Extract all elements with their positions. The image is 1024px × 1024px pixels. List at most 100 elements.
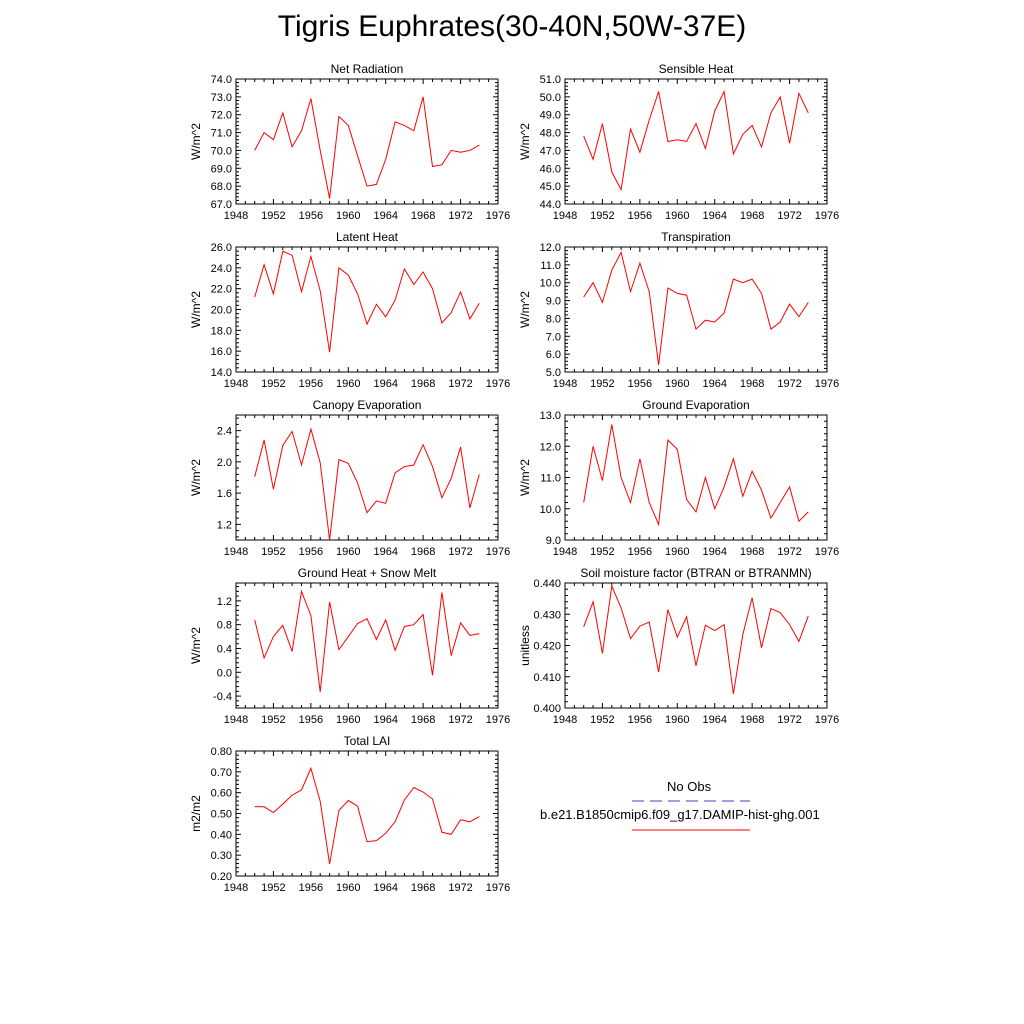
x-tick-label: 1964	[373, 882, 397, 894]
x-tick-label: 1972	[448, 714, 472, 726]
y-tick-label: 22.0	[211, 284, 232, 296]
x-tick-label: 1952	[261, 378, 285, 390]
chart-panel: Latent Heat W/m^2 1948 1952 1956 1960 1964 1968…	[189, 230, 510, 390]
x-tick-label: 1948	[224, 210, 248, 222]
page-title: Tigris Euphrates(30-40N,50W-37E)	[277, 10, 747, 43]
series-line	[254, 589, 480, 692]
panel-title: Transpiration	[661, 230, 731, 244]
y-tick-label: 0.0	[217, 667, 232, 679]
x-tick-label: 1956	[628, 210, 652, 222]
x-tick-label: 1960	[336, 546, 360, 558]
panel-title: Total LAI	[344, 734, 391, 748]
plot-frame	[564, 414, 828, 541]
y-tick-label: 0.40	[211, 829, 232, 841]
series-line	[583, 424, 809, 527]
x-tick-label: 1952	[590, 210, 614, 222]
x-tick-label: 1976	[486, 210, 510, 222]
x-tick-label: 1952	[261, 714, 285, 726]
x-tick-label: 1956	[628, 546, 652, 558]
x-tick-label: 1976	[815, 210, 839, 222]
series-line	[583, 250, 809, 365]
x-tick-label: 1976	[815, 714, 839, 726]
y-axis-label: W/m^2	[518, 123, 532, 160]
y-tick-label: 51.0	[540, 74, 561, 86]
x-tick-label: 1960	[336, 210, 360, 222]
x-tick-label: 1976	[815, 546, 839, 558]
y-axis-label: m2/m2	[189, 795, 203, 832]
panel-title: Net Radiation	[331, 62, 404, 76]
x-tick-label: 1948	[224, 546, 248, 558]
x-tick-label: 1956	[628, 378, 652, 390]
y-tick-label: 0.60	[211, 788, 232, 800]
chart-panel: Canopy Evaporation W/m^2 1948 1952 1956 1960 1…	[189, 398, 510, 558]
y-tick-label: 11.0	[540, 260, 561, 272]
x-tick-label: 1948	[224, 714, 248, 726]
legend-model-label: b.e21.B1850cmip6.f09_g17.DAMIP-hist-ghg.…	[540, 807, 820, 822]
x-tick-label: 1956	[299, 882, 323, 894]
x-tick-label: 1972	[448, 210, 472, 222]
y-tick-label: 2.4	[217, 426, 232, 438]
y-axis-label: W/m^2	[189, 627, 203, 664]
x-tick-label: 1964	[702, 546, 726, 558]
y-tick-label: 10.0	[540, 278, 561, 290]
panel-title: Sensible Heat	[659, 62, 734, 76]
y-tick-label: 10.0	[540, 504, 561, 516]
y-tick-label: 9.0	[546, 535, 561, 547]
y-tick-label: 0.50	[211, 809, 232, 821]
y-tick-label: 26.0	[211, 242, 232, 254]
x-tick-label: 1956	[628, 714, 652, 726]
y-tick-label: 13.0	[540, 410, 561, 422]
y-tick-label: 0.30	[211, 850, 232, 862]
x-tick-label: 1960	[336, 882, 360, 894]
x-tick-label: 1948	[553, 546, 577, 558]
y-tick-label: 2.0	[217, 457, 232, 469]
y-tick-label: 12.0	[540, 242, 561, 254]
y-tick-label: 0.70	[211, 767, 232, 779]
x-tick-label: 1972	[777, 210, 801, 222]
chart-panel: Total LAI m2/m2 1948 1952 1956 1960 1964 1968 19…	[189, 734, 510, 894]
y-axis-label: W/m^2	[518, 291, 532, 328]
plot-frame	[235, 750, 499, 877]
panel-title: Ground Heat + Snow Melt	[298, 566, 437, 580]
x-tick-label: 1972	[777, 546, 801, 558]
x-tick-label: 1952	[590, 378, 614, 390]
x-tick-label: 1964	[373, 210, 397, 222]
x-tick-label: 1960	[665, 714, 689, 726]
series-line	[254, 96, 480, 199]
plot-frame	[564, 78, 828, 205]
x-tick-label: 1948	[553, 714, 577, 726]
x-tick-label: 1952	[261, 546, 285, 558]
y-tick-label: 0.430	[533, 609, 561, 621]
panel-title: Latent Heat	[336, 230, 399, 244]
x-tick-label: 1964	[373, 546, 397, 558]
y-tick-label: 0.20	[211, 871, 232, 883]
x-tick-label: 1948	[224, 882, 248, 894]
x-tick-label: 1964	[373, 714, 397, 726]
y-tick-label: 73.0	[211, 92, 232, 104]
x-tick-label: 1972	[448, 546, 472, 558]
x-tick-label: 1968	[411, 546, 435, 558]
y-tick-label: 8.0	[546, 313, 561, 325]
y-tick-label: 0.8	[217, 620, 232, 632]
y-tick-label: 1.2	[217, 596, 232, 608]
y-tick-label: 5.0	[546, 367, 561, 379]
series-line	[254, 766, 480, 864]
plot-frame	[235, 246, 499, 373]
y-tick-label: 9.0	[546, 296, 561, 308]
x-tick-label: 1968	[740, 378, 764, 390]
x-tick-label: 1948	[224, 378, 248, 390]
y-tick-label: 45.0	[540, 181, 561, 193]
chart-panel: Net Radiation W/m^2 1948 1952 1956 1960 1964 19…	[189, 62, 510, 222]
x-tick-label: 1976	[486, 882, 510, 894]
x-tick-label: 1956	[299, 546, 323, 558]
y-tick-label: 0.400	[533, 703, 561, 715]
legend-obs-label: No Obs	[667, 779, 712, 794]
y-tick-label: 50.0	[540, 92, 561, 104]
y-tick-label: 49.0	[540, 110, 561, 122]
x-tick-label: 1976	[486, 378, 510, 390]
y-tick-label: 46.0	[540, 163, 561, 175]
y-tick-label: 1.6	[217, 488, 232, 500]
x-tick-label: 1968	[411, 882, 435, 894]
x-tick-label: 1952	[590, 546, 614, 558]
